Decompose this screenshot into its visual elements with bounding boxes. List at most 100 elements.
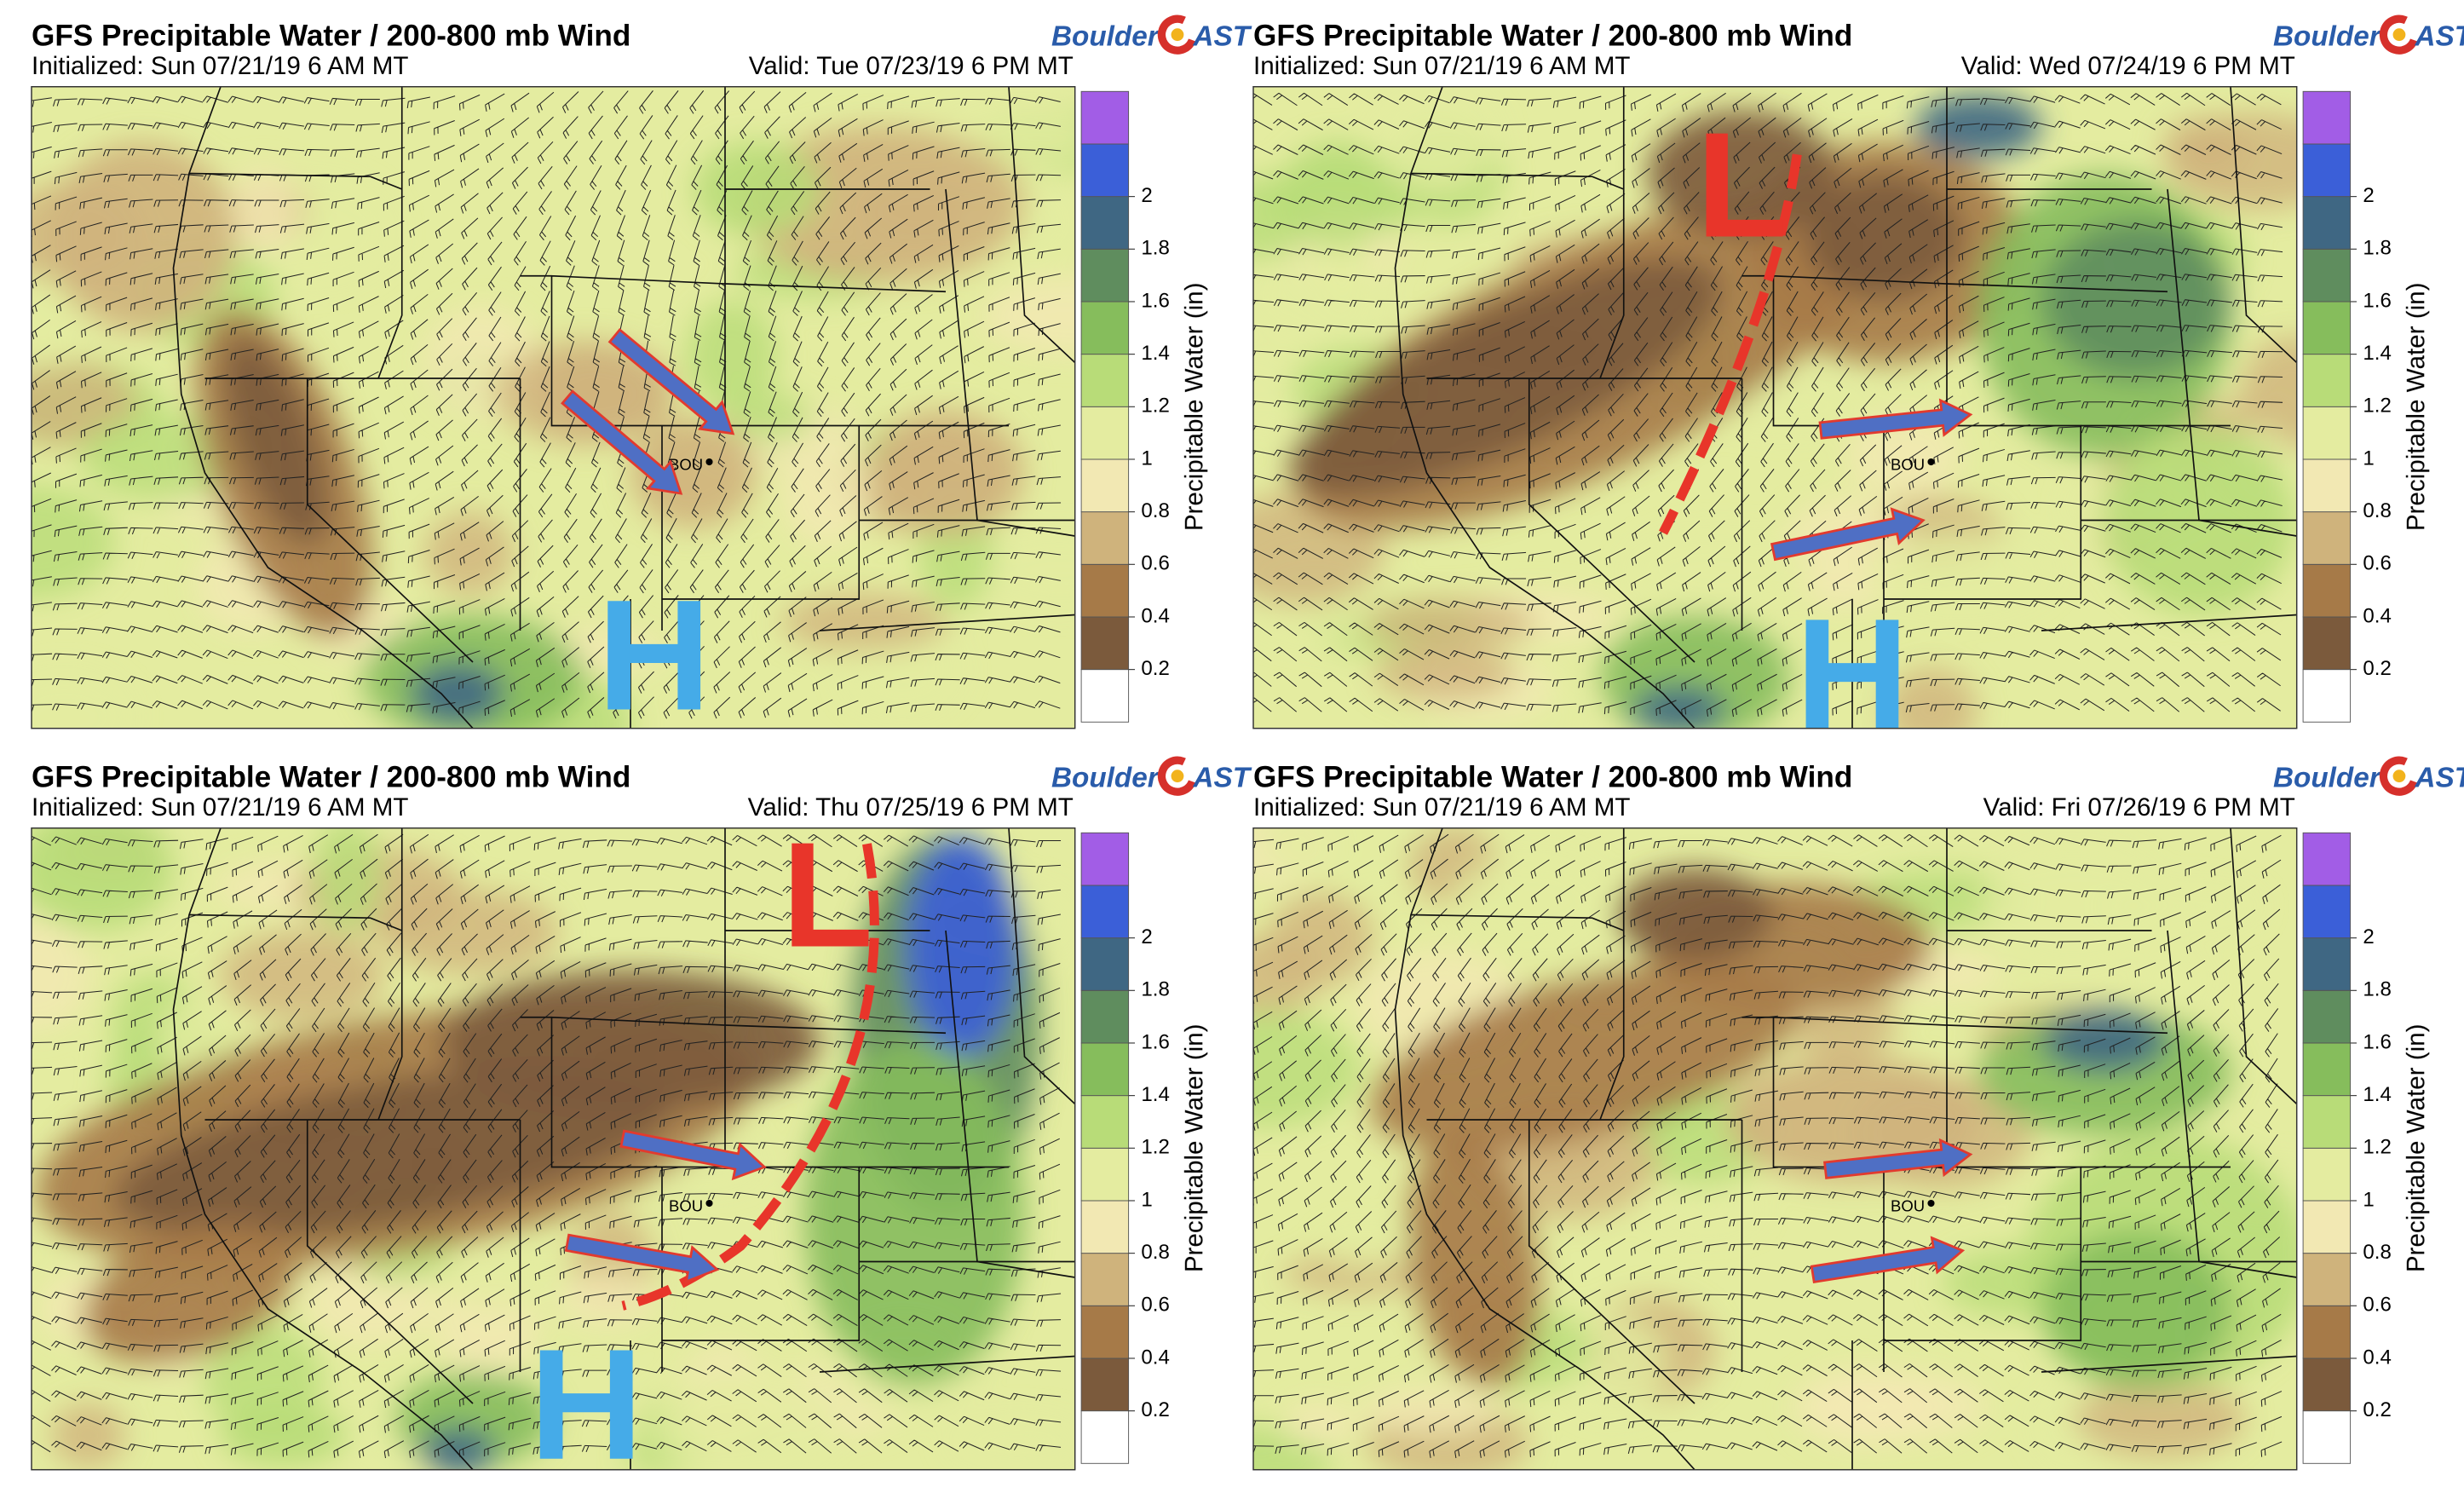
moisture-field <box>1253 827 2297 1470</box>
colorbar-cell <box>1080 301 1130 355</box>
colorbar-cell <box>1080 669 1130 723</box>
moisture-patch <box>221 1404 347 1467</box>
colorbar-tick-label: 2 <box>2363 925 2374 948</box>
logo-text: AST <box>1192 763 1252 794</box>
state-border <box>1599 86 1625 379</box>
colorbar-cell <box>1080 1358 1130 1412</box>
init-time: Initialized: Sun 07/21/19 6 AM MT <box>1253 793 1631 821</box>
low-marker: L <box>782 812 873 979</box>
state-border <box>662 424 861 600</box>
moisture-patch <box>227 166 299 256</box>
colorbar-cell <box>1080 406 1130 460</box>
panel-title: GFS Precipitable Water / 200-800 mb Wind <box>32 761 630 794</box>
wind-barbs <box>32 90 1062 719</box>
colorbar-tick-label: 1.8 <box>1141 237 1169 260</box>
colorbar-cell <box>1080 1200 1130 1254</box>
station-dot <box>705 458 713 466</box>
flow-arrow <box>1770 507 1926 562</box>
high-marker: H <box>529 1317 643 1493</box>
colorbar-tick-label: 0.6 <box>2363 552 2391 575</box>
moisture-patch <box>2162 117 2248 179</box>
logo-sun <box>1171 770 1184 783</box>
moisture-patch <box>1408 1137 1540 1386</box>
logo-c <box>2379 756 2420 796</box>
moisture-patch <box>2041 1230 2231 1388</box>
colorbar-tick-label: 1.2 <box>1141 395 1169 418</box>
init-time: Initialized: Sun 07/21/19 6 AM MT <box>32 52 409 80</box>
colorbar-tick-label: 0.2 <box>1141 657 1169 680</box>
moisture-patch <box>536 347 662 441</box>
valid-time: Valid: Tue 07/23/19 6 PM MT <box>749 52 1074 80</box>
state-border <box>306 1120 474 1404</box>
moisture-patch <box>1656 1190 1759 1231</box>
colorbar-cell <box>2302 1410 2352 1464</box>
flow-arrow <box>619 1129 767 1181</box>
colorbar-cell <box>2302 1095 2352 1149</box>
moisture-patch <box>1370 961 1799 1152</box>
colorbar-cell <box>1080 937 1130 991</box>
colorbar-tick-label: 1.8 <box>1141 978 1169 1001</box>
low-marker: L <box>1696 101 1788 268</box>
state-border <box>1410 914 1625 931</box>
colorbar-cell <box>2302 248 2352 303</box>
colorbar-cell <box>2302 937 2352 991</box>
state-border <box>2230 827 2297 1105</box>
state-border <box>306 378 474 663</box>
moisture-patch <box>1269 891 1373 987</box>
moisture-patch <box>50 1403 126 1468</box>
moisture-patch <box>1324 1228 1410 1269</box>
moisture-patch <box>1726 1057 1978 1183</box>
colorbar-tick-label: 1.6 <box>1141 289 1169 312</box>
colorbar-tick-label: 1 <box>1141 447 1152 470</box>
colorbar-tick-label: 2 <box>1141 184 1152 207</box>
moisture-patch <box>114 1065 674 1237</box>
moisture-patch <box>557 1270 657 1327</box>
moisture-patch <box>1282 1402 1356 1447</box>
colorbar-cell <box>2302 1147 2352 1202</box>
colorbar-cell <box>2302 458 2352 513</box>
moisture-patch <box>1885 667 1978 729</box>
state-border <box>819 1355 1075 1373</box>
station-dot <box>705 1199 713 1208</box>
wind-barbs <box>32 833 1062 1459</box>
logo-c <box>1157 14 1198 55</box>
map-area: BOU H <box>32 86 1075 744</box>
colorbar-tick-label: 0.4 <box>1141 1346 1169 1369</box>
state-border <box>520 1016 726 1168</box>
moisture-patch <box>47 141 237 331</box>
colorbar-cell <box>1080 1305 1130 1359</box>
high-marker: H <box>597 568 711 744</box>
colorbar-cell <box>1080 1095 1130 1149</box>
flow-arrow <box>1810 1236 1966 1284</box>
moisture-patch <box>1262 827 1446 894</box>
colorbar-cell <box>2302 1253 2352 1306</box>
state-border <box>188 172 403 190</box>
colorbar-tick-label: 0.2 <box>2363 1398 2391 1421</box>
map-panel: GFS Precipitable Water / 200-800 mb Wind… <box>31 14 1252 744</box>
colorbar-tick-label: 0.8 <box>1141 1241 1169 1264</box>
moisture-patch <box>32 485 115 600</box>
state-border <box>520 274 726 427</box>
state-border <box>2230 86 2297 364</box>
colorbar-cell <box>1080 354 1130 407</box>
station-label: BOU <box>669 1196 703 1214</box>
colorbar-tick-label: 0.6 <box>2363 1294 2391 1317</box>
moisture-patch <box>1253 1426 1332 1470</box>
moisture-patch <box>1374 645 1517 702</box>
colorbar-cell <box>1080 1410 1130 1464</box>
valid-time: Valid: Fri 07/26/19 6 PM MT <box>1983 793 2295 821</box>
state-border <box>1599 827 1625 1121</box>
moisture-patch <box>1626 532 1815 608</box>
state-border <box>1884 424 2082 600</box>
colorbar-cell <box>2302 1358 2352 1412</box>
state-border <box>724 283 947 293</box>
panel-title: GFS Precipitable Water / 200-800 mb Wind <box>32 20 630 53</box>
colorbar-label: Precipitable Water (in) <box>2403 282 2431 531</box>
moisture-patch <box>32 671 132 729</box>
moisture-patch <box>2074 1380 2245 1458</box>
moisture-patch <box>1805 173 1963 300</box>
colorbar-tick-label: 2 <box>1141 925 1152 948</box>
colorbar-tick-label: 0.4 <box>2363 604 2391 627</box>
colorbar-tick-label: 1 <box>2363 447 2374 470</box>
moisture-patch <box>740 126 1025 284</box>
